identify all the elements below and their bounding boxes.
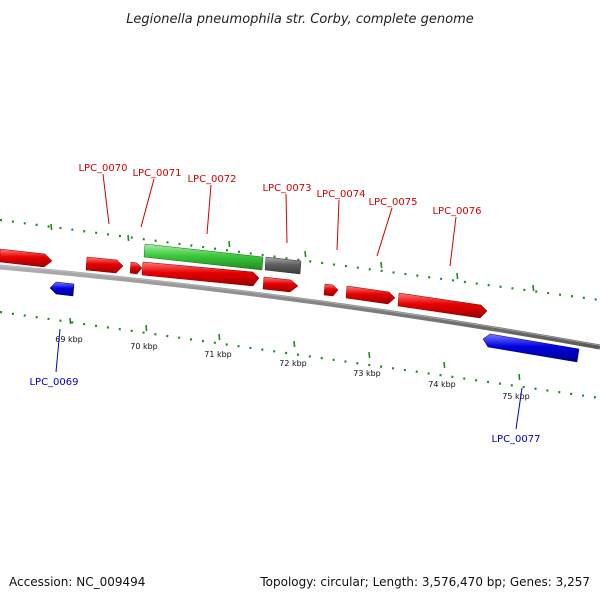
gene-label-lpc-0074[interactable]: LPC_0074 [316, 189, 365, 200]
reverse-genes-lane [49, 281, 580, 363]
gene-label-lpc-0075[interactable]: LPC_0075 [368, 197, 417, 208]
accession-text: Accession: NC_009494 [9, 575, 145, 589]
gene-label-lpc-0069[interactable]: LPC_0069 [29, 377, 78, 388]
genome-title: Legionella pneumophila str. Corby, compl… [126, 12, 474, 27]
genome-backbone [0, 264, 600, 350]
gene-arrow-rev-b[interactable] [482, 333, 580, 363]
gene-label-lpc-0070[interactable]: LPC_0070 [78, 163, 127, 174]
gene-label-lpc-0073[interactable]: LPC_0073 [262, 183, 311, 194]
scale-label-73: 73 kbp [353, 369, 381, 378]
outer-tick-ring [0, 218, 600, 302]
gene-block-green[interactable] [143, 243, 264, 271]
forward-gene-labels: LPC_0070 LPC_0071 LPC_0072 LPC_0073 LPC_… [78, 163, 482, 267]
forward-genes-lane-2 [143, 243, 302, 275]
gene-block-grey[interactable] [264, 256, 302, 275]
scale-label-69: 69 kbp [55, 335, 83, 344]
scale-label-71: 71 kbp [204, 350, 232, 359]
scale-label-72: 72 kbp [279, 359, 307, 368]
genome-summary-text: Topology: circular; Length: 3,576,470 bp… [259, 575, 590, 589]
scale-label-70: 70 kbp [130, 342, 158, 351]
gene-arrow-fwd-c[interactable] [262, 276, 299, 293]
gene-arrow-rev-a[interactable] [49, 281, 75, 297]
gene-label-lpc-0071[interactable]: LPC_0071 [132, 168, 181, 179]
gene-label-lpc-0077[interactable]: LPC_0077 [491, 434, 540, 445]
scale-label-75: 75 kbp [502, 392, 530, 401]
gene-arrow-fwd-e[interactable] [345, 285, 396, 305]
gene-arrow-fwd-a[interactable] [85, 256, 124, 274]
gene-arrow-fwd-long[interactable] [141, 261, 260, 287]
gene-label-lpc-0072[interactable]: LPC_0072 [187, 174, 236, 185]
gene-arrow-fwd-partial[interactable] [0, 248, 53, 268]
reverse-gene-labels: LPC_0069 LPC_0077 [29, 328, 541, 445]
gene-arrow-fwd-f[interactable] [397, 292, 488, 319]
gene-arrow-fwd-b[interactable] [129, 261, 143, 275]
inner-tick-ring [0, 310, 600, 400]
gene-arrow-fwd-d[interactable] [323, 283, 339, 297]
gene-label-lpc-0076[interactable]: LPC_0076 [432, 206, 481, 217]
forward-genes-lane-1 [0, 248, 488, 319]
scale-label-74: 74 kbp [428, 380, 456, 389]
scale-labels: 69 kbp 70 kbp 71 kbp 72 kbp 73 kbp 74 kb… [55, 335, 530, 401]
